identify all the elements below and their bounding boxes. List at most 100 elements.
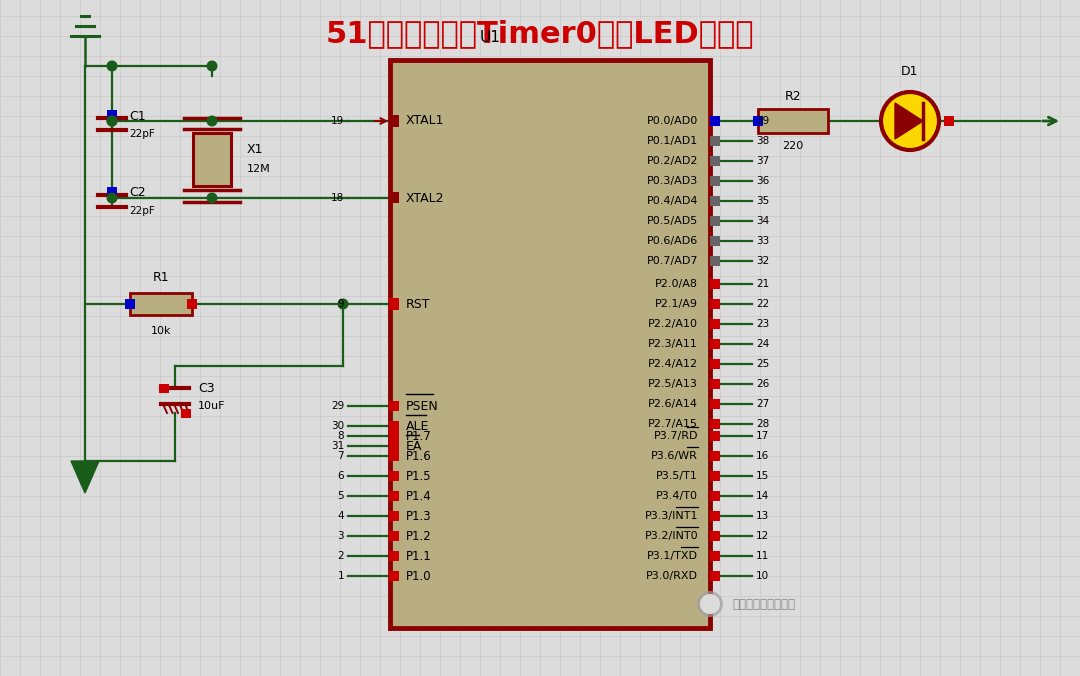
Text: 22: 22: [756, 299, 769, 309]
Text: R1: R1: [152, 271, 170, 284]
Bar: [107, 187, 117, 195]
Circle shape: [700, 594, 720, 614]
Bar: [710, 571, 720, 581]
Text: P3.1/TXD: P3.1/TXD: [647, 551, 698, 561]
Text: P3.3/INT1: P3.3/INT1: [645, 511, 698, 521]
Bar: [710, 431, 720, 441]
Bar: [389, 571, 399, 581]
Text: P1.4: P1.4: [406, 489, 432, 502]
Text: 9: 9: [337, 299, 345, 309]
Text: D1: D1: [901, 65, 919, 78]
Bar: [710, 176, 720, 186]
Text: 37: 37: [756, 156, 769, 166]
Bar: [389, 491, 399, 501]
Circle shape: [107, 62, 117, 71]
Bar: [710, 471, 720, 481]
Text: 8: 8: [337, 431, 345, 441]
Bar: [710, 116, 720, 126]
Bar: [390, 193, 399, 203]
Circle shape: [697, 591, 723, 617]
Text: 35: 35: [756, 196, 769, 206]
Bar: [389, 471, 399, 481]
Text: P2.1/A9: P2.1/A9: [654, 299, 698, 309]
Bar: [390, 299, 399, 310]
Text: 38: 38: [756, 136, 769, 146]
Text: P2.4/A12: P2.4/A12: [648, 359, 698, 369]
Text: P1.2: P1.2: [406, 529, 432, 543]
Text: 25: 25: [756, 359, 769, 369]
Bar: [710, 256, 720, 266]
Text: XTAL2: XTAL2: [406, 191, 445, 205]
Bar: [710, 531, 720, 541]
Text: P0.2/AD2: P0.2/AD2: [647, 156, 698, 166]
Text: 10k: 10k: [151, 326, 172, 336]
Text: 22pF: 22pF: [129, 129, 154, 139]
Text: P0.4/AD4: P0.4/AD4: [647, 196, 698, 206]
Circle shape: [207, 62, 217, 71]
Bar: [710, 216, 720, 226]
Polygon shape: [895, 103, 923, 139]
Bar: [389, 298, 399, 310]
Text: P3.7/RD: P3.7/RD: [653, 431, 698, 441]
Bar: [710, 491, 720, 501]
Bar: [389, 451, 399, 461]
Text: 33: 33: [756, 236, 769, 246]
Text: 1: 1: [337, 571, 345, 581]
Bar: [710, 379, 720, 389]
Bar: [187, 299, 197, 309]
Text: P0.7/AD7: P0.7/AD7: [647, 256, 698, 266]
Bar: [389, 511, 399, 521]
Text: 10uF: 10uF: [198, 401, 226, 411]
Bar: [710, 299, 720, 309]
Text: P0.3/AD3: P0.3/AD3: [647, 176, 698, 186]
Text: 51单片机定时器Timer0控制LED灯闪烁: 51单片机定时器Timer0控制LED灯闪烁: [326, 20, 754, 49]
Circle shape: [107, 193, 117, 203]
Text: 14: 14: [756, 491, 769, 501]
Text: X1: X1: [247, 143, 264, 156]
Text: 12M: 12M: [247, 164, 271, 174]
Text: 22pF: 22pF: [129, 206, 154, 216]
Text: 13: 13: [756, 511, 769, 521]
Text: P0.5/AD5: P0.5/AD5: [647, 216, 698, 226]
Text: 7: 7: [337, 451, 345, 461]
Text: 21: 21: [756, 279, 769, 289]
Bar: [710, 236, 720, 246]
Bar: [390, 60, 710, 628]
Text: P3.0/RXD: P3.0/RXD: [646, 571, 698, 581]
Text: P2.7/A15: P2.7/A15: [648, 419, 698, 429]
Bar: [710, 196, 720, 206]
Text: ALE: ALE: [406, 420, 430, 433]
Text: P3.2/INT0: P3.2/INT0: [645, 531, 698, 541]
Text: 19: 19: [330, 116, 345, 126]
Bar: [125, 299, 135, 309]
Bar: [710, 136, 720, 146]
Bar: [710, 339, 720, 349]
Text: C3: C3: [198, 381, 215, 395]
Text: C2: C2: [129, 187, 146, 199]
Bar: [710, 279, 720, 289]
Text: 3: 3: [337, 531, 345, 541]
Text: 23: 23: [756, 319, 769, 329]
Text: RST: RST: [406, 297, 431, 310]
Text: P0.0/AD0: P0.0/AD0: [647, 116, 698, 126]
Bar: [710, 399, 720, 409]
Text: 10: 10: [756, 571, 769, 581]
Bar: [710, 359, 720, 369]
Text: P2.5/A13: P2.5/A13: [648, 379, 698, 389]
Text: 16: 16: [756, 451, 769, 461]
Text: 17: 17: [756, 431, 769, 441]
Text: P1.3: P1.3: [406, 510, 432, 523]
Text: 2: 2: [337, 551, 345, 561]
Bar: [130, 293, 192, 315]
Text: P3.5/T1: P3.5/T1: [657, 471, 698, 481]
Bar: [389, 551, 399, 561]
Text: 28: 28: [756, 419, 769, 429]
Text: 39: 39: [756, 116, 769, 126]
Text: P2.3/A11: P2.3/A11: [648, 339, 698, 349]
Text: 29: 29: [330, 401, 345, 411]
Text: P3.6/WR: P3.6/WR: [651, 451, 698, 461]
Text: P2.0/A8: P2.0/A8: [654, 279, 698, 289]
Polygon shape: [71, 461, 99, 493]
Bar: [389, 431, 399, 441]
Text: P2.6/A14: P2.6/A14: [648, 399, 698, 409]
